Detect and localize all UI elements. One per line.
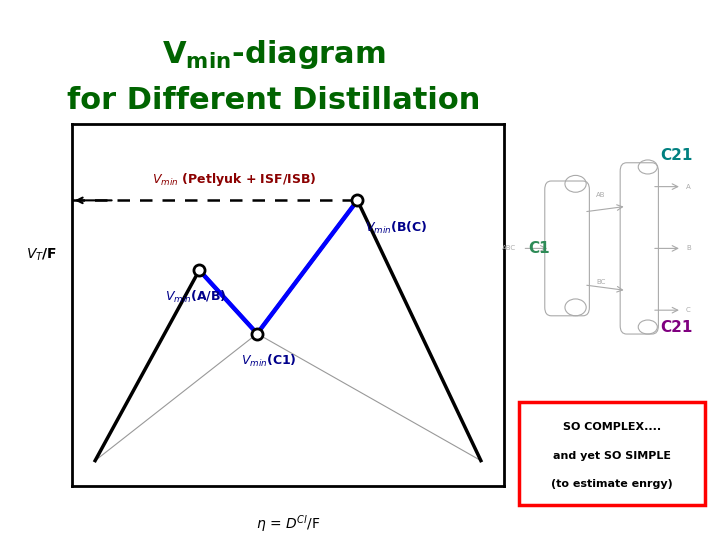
FancyBboxPatch shape [545,181,590,316]
Text: C: C [686,307,690,313]
FancyBboxPatch shape [518,402,706,505]
Text: ABC: ABC [502,245,516,252]
Text: SO COMPLEX....: SO COMPLEX.... [563,422,661,431]
Text: C1: C1 [528,241,550,256]
Text: $\mathbf{V_{min}}$-diagram: $\mathbf{V_{min}}$-diagram [162,38,385,71]
Text: $\mathit{V}_{min}$ (Petlyuk + ISF/ISB): $\mathit{V}_{min}$ (Petlyuk + ISF/ISB) [152,171,316,188]
Text: for Different Distillation: for Different Distillation [67,86,480,116]
Text: $\mathit{\eta}$ = $D^{Cl}$/F: $\mathit{\eta}$ = $D^{Cl}$/F [256,513,320,534]
Text: B: B [686,245,690,252]
Text: (to estimate enrgy): (to estimate enrgy) [551,479,673,489]
Text: BC: BC [596,279,606,285]
Text: $\mathit{V}_{min}$(A/B): $\mathit{V}_{min}$(A/B) [165,289,226,305]
Text: $\mathit{V}_T$/F: $\mathit{V}_T$/F [25,246,57,262]
Text: C21: C21 [660,320,693,334]
Text: $\mathit{V}_{min}$(C1): $\mathit{V}_{min}$(C1) [241,353,297,369]
Text: and yet SO SIMPLE: and yet SO SIMPLE [553,451,671,461]
FancyBboxPatch shape [620,163,658,334]
Text: C21: C21 [660,148,693,163]
Text: AB: AB [596,192,606,198]
Text: $\mathit{V}_{min}$(B(C): $\mathit{V}_{min}$(B(C) [365,219,428,235]
Text: A: A [686,184,690,190]
